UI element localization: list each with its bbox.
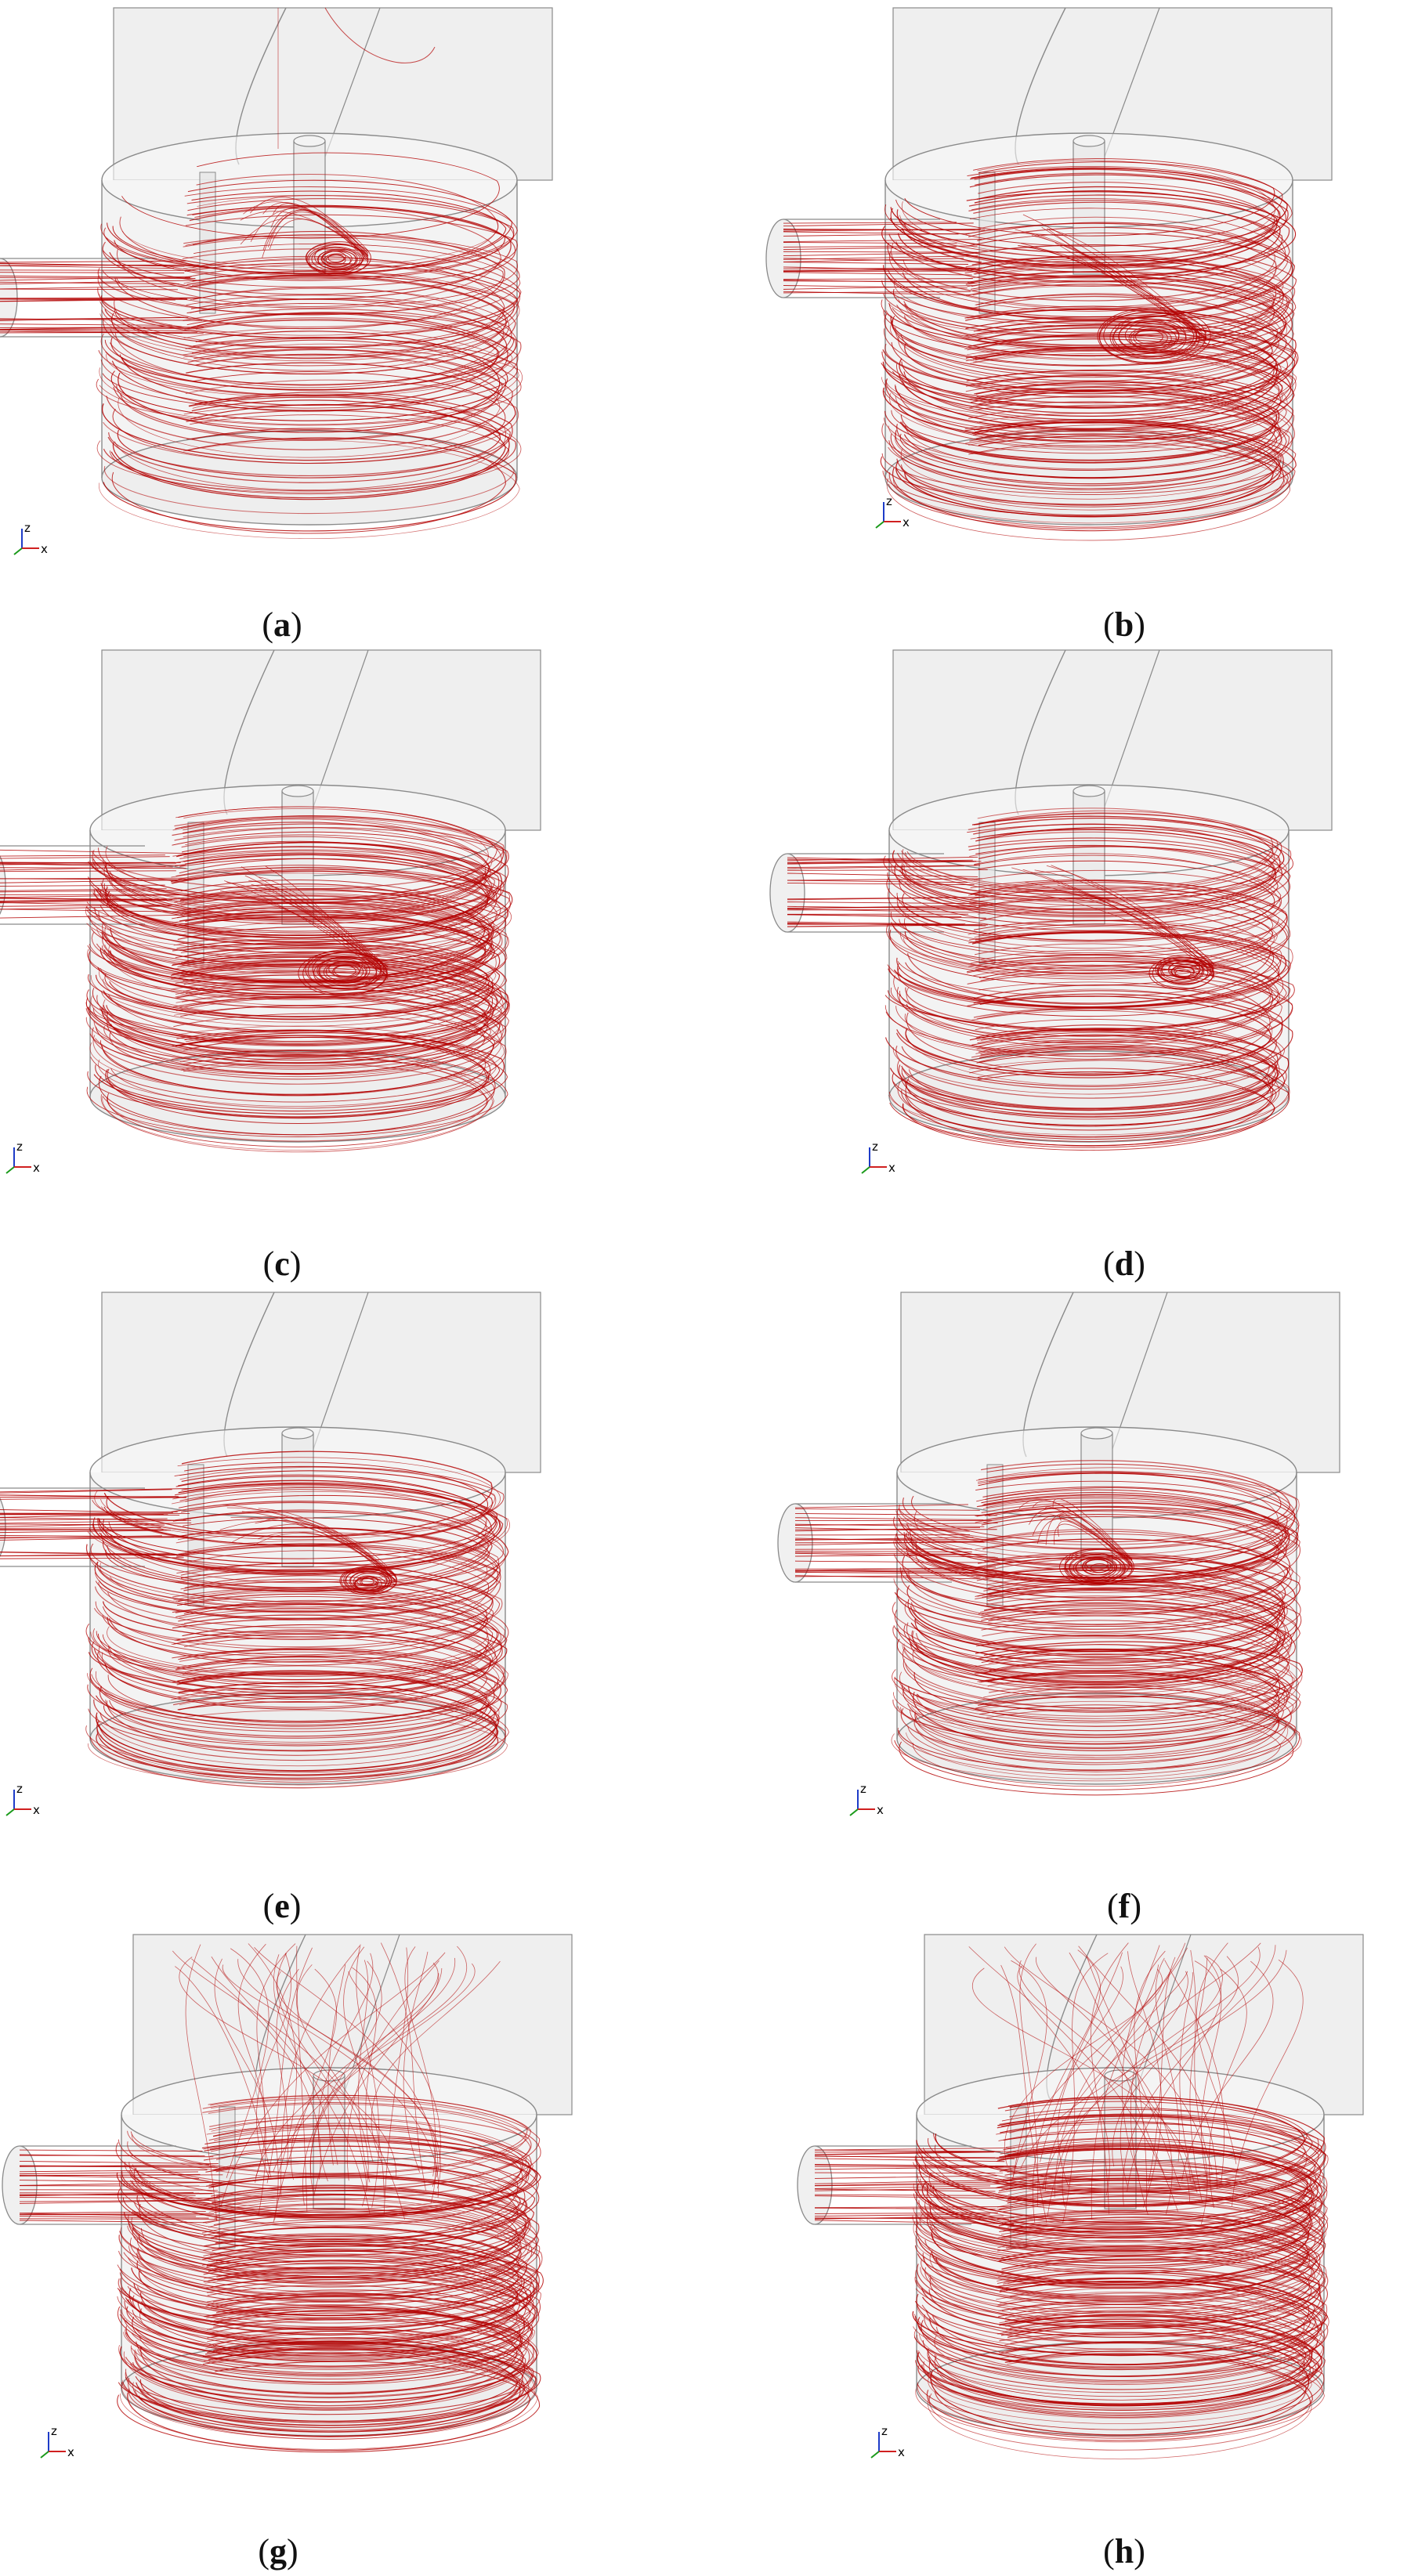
streamline-render-g: z x [2,1934,573,2459]
panel-c: z x (c) [0,642,709,1284]
streamline-render-a: z x [0,7,553,556]
panel-h: z x (h) [797,1927,1418,2576]
svg-text:x: x [903,515,910,529]
caption-c: (c) [262,1245,302,1283]
streamline-render-e: z x [0,1292,541,1817]
streamline-render-f: z x [777,1292,1340,1817]
streamlines-a [0,7,523,540]
xyz-axes-triad-icon: z x [13,521,48,556]
panel-e: z x (e) [0,1284,709,1927]
svg-text:z: z [860,1782,866,1796]
tank-geometry-f [777,1292,1340,1785]
xyz-axes-triad-icon: z x [870,2424,905,2459]
streamlines-e [0,1451,510,1789]
xyz-axes-triad-icon: z x [40,2424,74,2459]
xyz-axes-triad-icon: z x [5,1782,40,1817]
caption-h: (h) [1103,2532,1145,2571]
svg-text:z: z [881,2424,888,2438]
svg-text:z: z [16,1140,23,1154]
streamline-render-d: z x [769,649,1333,1175]
streamline-render-c: z x [0,649,541,1175]
svg-text:x: x [67,2445,74,2459]
svg-text:x: x [41,542,48,556]
xyz-axes-triad-icon: z x [875,494,910,529]
streamlines-b [783,158,1299,541]
caption-e: (e) [262,1887,302,1925]
streamlines-f [794,1460,1303,1796]
svg-text:z: z [872,1140,878,1154]
svg-text:z: z [24,521,31,535]
svg-text:z: z [886,494,892,508]
streamlines-h [814,1942,1329,2460]
svg-text:x: x [898,2445,905,2459]
caption-d: (d) [1103,1245,1145,1283]
panel-b: z x (b) [765,0,1418,644]
svg-text:x: x [877,1803,884,1817]
streamline-render-h: z x [797,1934,1364,2460]
svg-text:x: x [888,1161,895,1175]
panel-f: z x (f) [777,1284,1418,1927]
panel-g: z x (g) [0,1927,709,2576]
svg-text:x: x [33,1161,40,1175]
svg-text:z: z [16,1782,23,1796]
streamlines-c [0,806,513,1153]
xyz-axes-triad-icon: z x [861,1140,895,1175]
caption-g: (g) [258,2532,298,2571]
caption-f: (f) [1107,1887,1141,1925]
panel-a: z x (a) [0,0,709,644]
xyz-axes-triad-icon: z x [5,1140,40,1175]
svg-text:z: z [51,2424,57,2438]
streamlines-d [787,807,1295,1151]
caption-b: (b) [1103,605,1145,644]
streamlines-g [19,1942,544,2453]
panel-d: z x (d) [769,642,1418,1284]
xyz-axes-triad-icon: z x [849,1782,884,1817]
streamline-render-b: z x [765,7,1333,541]
svg-text:x: x [33,1803,40,1817]
caption-a: (a) [262,605,302,644]
